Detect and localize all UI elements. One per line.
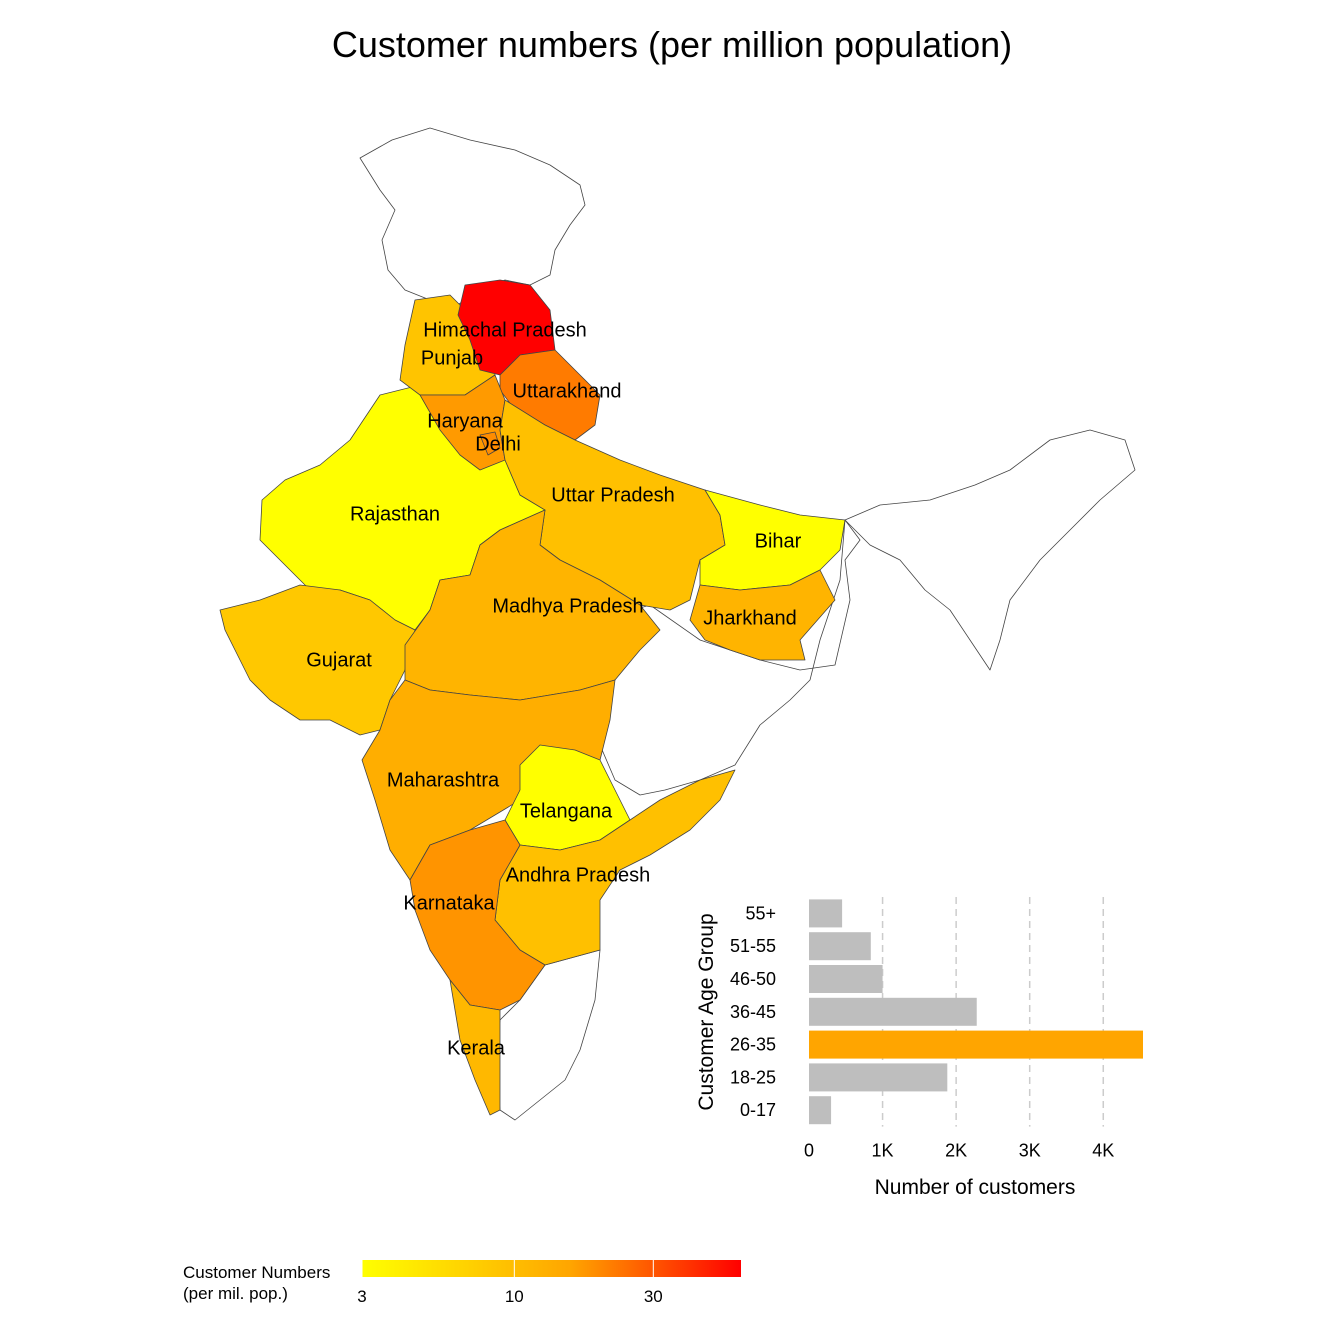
inset-bar-51-55: [809, 932, 871, 961]
inset-tick-label: 1K: [872, 1141, 894, 1161]
label-bihar: Bihar: [755, 530, 802, 552]
legend-color-bar: [362, 1260, 741, 1277]
legend-ticks: 3 10 30: [357, 1260, 663, 1306]
state-karnataka: [409, 819, 546, 1011]
label-uttarakhand: Uttarakhand: [513, 380, 622, 402]
age-group-bar-chart: 0-17 18-25 26-35 36-45 46-50 51-55 55+ 0 1K 2K 3K…: [695, 897, 1143, 1199]
state-labels: Himachal Pradesh Punjab Uttarakhand Hary…: [306, 319, 801, 1059]
region-odisha-chhattisgarh-westbengal: [599, 519, 861, 796]
inset-category-label: 36-45: [730, 1002, 776, 1022]
label-gujarat: Gujarat: [306, 649, 372, 671]
legend-title: Customer Numbers (per mil. pop.): [183, 1262, 330, 1304]
inset-category-label: 26-35: [730, 1035, 776, 1055]
state-andhra-pradesh: [494, 769, 736, 966]
inset-bar-18-25: [809, 1063, 948, 1092]
legend-title-line1: Customer Numbers: [183, 1263, 331, 1282]
label-delhi: Delhi: [475, 433, 521, 455]
legend-title-line2: (per mil. pop.): [183, 1284, 288, 1303]
label-maharashtra: Maharashtra: [387, 769, 500, 791]
label-haryana: Haryana: [427, 410, 503, 432]
label-himachal-pradesh: Himachal Pradesh: [423, 319, 586, 341]
region-jammu-kashmir: [359, 127, 586, 311]
label-karnataka: Karnataka: [403, 892, 495, 914]
label-punjab: Punjab: [421, 347, 483, 369]
inset-bar-46-50: [809, 965, 883, 993]
map-title: Customer numbers (per million population…: [331, 24, 1013, 65]
legend-tick-label: 30: [644, 1287, 663, 1306]
label-madhya-pradesh: Madhya Pradesh: [492, 595, 643, 617]
inset-bars: [809, 899, 1143, 1125]
inset-bar-36-45: [809, 997, 977, 1026]
state-uttar-pradesh: [499, 399, 726, 611]
region-northeast: [844, 429, 1136, 671]
inset-bar-0-17: [809, 1096, 832, 1125]
inset-y-axis-title: Customer Age Group: [695, 913, 718, 1110]
legend-tick-label: 10: [505, 1287, 524, 1306]
inset-tick-label: 2K: [945, 1141, 967, 1161]
inset-category-label: 55+: [745, 903, 776, 923]
label-jharkhand: Jharkhand: [703, 607, 796, 629]
label-kerala: Kerala: [447, 1037, 506, 1059]
label-rajasthan: Rajasthan: [350, 503, 440, 525]
label-andhra-pradesh: Andhra Pradesh: [506, 864, 651, 886]
inset-bar-55+: [809, 899, 843, 928]
inset-x-axis-title: Number of customers: [875, 1176, 1076, 1199]
region-tamil-nadu: [494, 949, 601, 1121]
inset-category-label: 18-25: [730, 1067, 776, 1087]
legend-tick-label: 3: [357, 1287, 366, 1306]
inset-category-label: 0-17: [740, 1100, 776, 1120]
inset-tick-label: 3K: [1019, 1141, 1041, 1161]
label-uttar-pradesh: Uttar Pradesh: [551, 484, 674, 506]
inset-category-label: 46-50: [730, 969, 776, 989]
inset-category-labels: 0-17 18-25 26-35 36-45 46-50 51-55 55+: [730, 903, 776, 1120]
inset-tick-label: 0: [804, 1141, 814, 1161]
state-delhi: [479, 431, 501, 456]
label-telangana: Telangana: [520, 800, 613, 822]
inset-category-label: 51-55: [730, 936, 776, 956]
inset-bar-26-35: [809, 1030, 1143, 1059]
state-kerala: [449, 979, 501, 1116]
inset-tick-label: 4K: [1092, 1141, 1114, 1161]
state-jharkhand: [689, 569, 836, 661]
color-legend: 3 10 30: [357, 1260, 741, 1306]
inset-tick-labels: 0 1K 2K 3K 4K: [804, 1141, 1114, 1161]
